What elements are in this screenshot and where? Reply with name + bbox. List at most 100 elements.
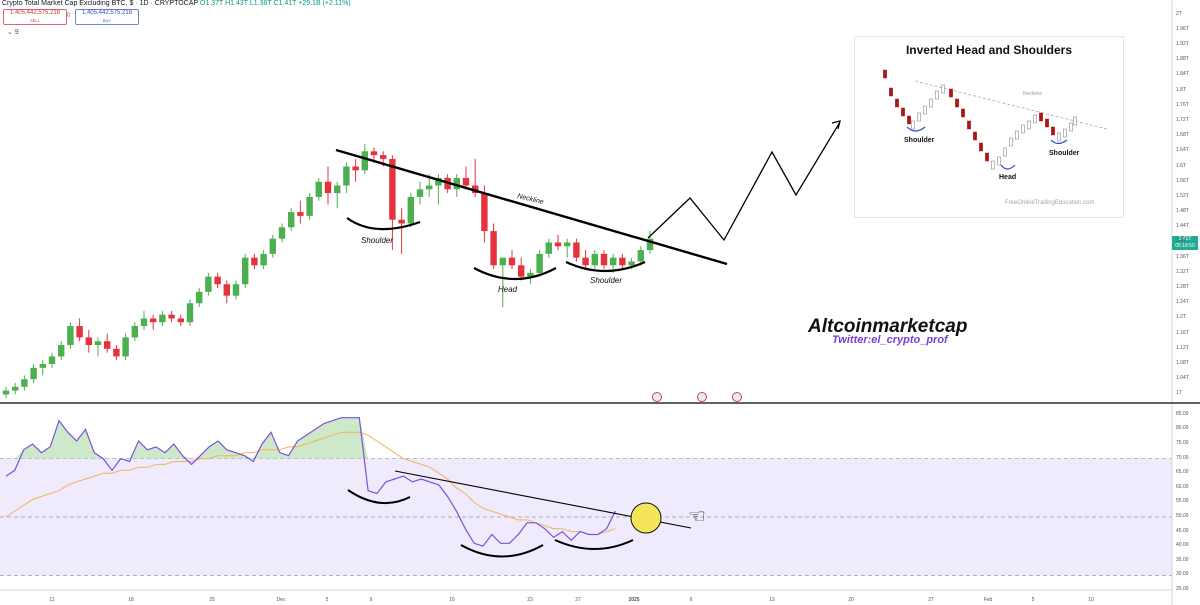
candle-body: [389, 158, 396, 220]
inset-candle: [949, 88, 953, 98]
candle-body: [76, 326, 83, 338]
inset-candle: [941, 84, 945, 94]
candle-body: [85, 337, 92, 346]
time-tick-label: 27: [928, 597, 934, 603]
pattern-reference-inset: Inverted Head and Shoulders Shoulder Hea…: [854, 36, 1124, 218]
candle-body: [334, 185, 341, 194]
candle-body: [582, 257, 589, 266]
candle-body: [260, 253, 267, 266]
candle-body: [407, 196, 414, 224]
candle-body: [39, 364, 46, 368]
candle-body: [573, 242, 580, 258]
inset-shoulder-arc: [1050, 139, 1068, 145]
time-tick-label: Feb: [983, 597, 993, 603]
buy-price: 1,405,442,575,218: [81, 10, 133, 16]
inset-source: FreeOnlineTradingEducation.com: [1005, 200, 1095, 206]
candle-body: [205, 276, 212, 292]
buy-button[interactable]: 1,405,442,575,218 BUY: [75, 9, 139, 25]
inset-neckline-label: Neckline: [1023, 91, 1043, 97]
candle-body: [435, 177, 442, 186]
us-flag-event-icon[interactable]: [697, 392, 707, 402]
candle-body: [223, 284, 230, 296]
inset-candle: [883, 69, 887, 79]
candle-body: [58, 345, 65, 357]
inset-right-shoulder-label: Shoulder: [1049, 150, 1080, 157]
candle-body: [278, 227, 286, 239]
time-tick-label: 9: [369, 597, 373, 603]
last-price-tag: 1.41T 05:18:50: [1172, 236, 1198, 250]
neckline-drawing: [335, 148, 728, 266]
price-tick-label: 2T: [1176, 10, 1182, 17]
price-tick-label: 1.84T: [1176, 71, 1189, 78]
projected-path: [647, 121, 841, 242]
price-tick-label: 1.4T: [1176, 238, 1187, 245]
symbol-header[interactable]: Crypto Total Market Cap Excluding BTC, $…: [2, 0, 351, 7]
price-tick-label: 1.44T: [1176, 223, 1189, 230]
price-tick-label: 1.88T: [1176, 56, 1189, 63]
right-shoulder-arc: [565, 260, 646, 273]
candle-body: [168, 314, 175, 319]
inset-candle: [985, 152, 989, 162]
projection-arrow-icon: [831, 120, 841, 130]
collapse-indicators-toggle[interactable]: ⌄ 9: [7, 29, 19, 36]
sell-price: 1,405,442,575,218: [9, 10, 61, 16]
time-tick-label: 11: [49, 597, 55, 603]
rsi-tick-label: 80.00: [1176, 425, 1189, 432]
sell-button[interactable]: 1,405,442,575,218 SELL: [3, 9, 67, 25]
candle-body: [637, 250, 644, 262]
rsi-tick-label: 50.00: [1176, 512, 1189, 519]
candle-body: [554, 242, 562, 247]
candle-body: [370, 151, 378, 156]
candle-body: [361, 151, 368, 171]
candle-body: [518, 265, 525, 277]
time-tick-label: 18: [128, 597, 134, 603]
inset-candle: [1009, 137, 1013, 147]
us-flag-event-icon[interactable]: [732, 392, 742, 402]
candle-body: [159, 314, 166, 323]
time-tick-label: 20: [848, 597, 854, 603]
candle-body: [196, 291, 203, 304]
time-tick-label: 23: [527, 597, 533, 603]
rsi-overbought-fill: [6, 417, 616, 459]
inset-left-shoulder-label: Shoulder: [904, 137, 935, 144]
inset-candle: [1045, 118, 1049, 128]
inset-shoulder-arc: [906, 126, 926, 132]
time-tick-label: 5: [325, 597, 329, 603]
time-tick-label: 13: [769, 597, 775, 603]
pointing-hand-icon: ☜: [688, 506, 706, 528]
inset-candle: [1057, 132, 1061, 142]
inset-candle: [967, 120, 971, 130]
inset-candle: [929, 98, 933, 108]
candle-body: [140, 318, 148, 327]
candle-body: [527, 272, 534, 277]
inset-candle: [1003, 147, 1007, 157]
candle-body: [352, 166, 359, 171]
rsi-tick-label: 75.00: [1176, 439, 1189, 446]
rsi-tick-label: 40.00: [1176, 542, 1189, 549]
inset-title: Inverted Head and Shoulders: [905, 43, 1073, 57]
price-tick-label: 1.8T: [1176, 86, 1187, 93]
candle-body: [453, 177, 460, 190]
price-tick-label: 1.92T: [1176, 40, 1189, 47]
rsi-tick-label: 30.00: [1176, 571, 1189, 578]
inset-candle: [1073, 116, 1077, 126]
user-drawings: [335, 120, 841, 558]
rsi-series: [5, 417, 616, 547]
candle-body: [472, 185, 479, 194]
candle-body: [150, 318, 157, 323]
inset-candle: [1063, 128, 1067, 138]
candle-body: [113, 348, 120, 357]
last-price-countdown: 05:18:50: [1175, 243, 1195, 249]
rsi-head-arc: [460, 544, 544, 558]
us-flag-event-icon[interactable]: [652, 392, 662, 402]
candle-body: [214, 276, 221, 285]
time-tick-label: 5: [1031, 597, 1035, 603]
candle-body: [242, 257, 249, 285]
breakout-highlight: [630, 502, 662, 534]
candle-body: [306, 196, 313, 216]
time-tick-label: 2025: [628, 597, 640, 603]
rsi-tick-label: 65.00: [1176, 469, 1189, 476]
rsi-tick-label: 60.00: [1176, 483, 1189, 490]
twitter-watermark: Twitter:el_crypto_prof: [832, 334, 948, 346]
candle-body: [545, 242, 552, 254]
